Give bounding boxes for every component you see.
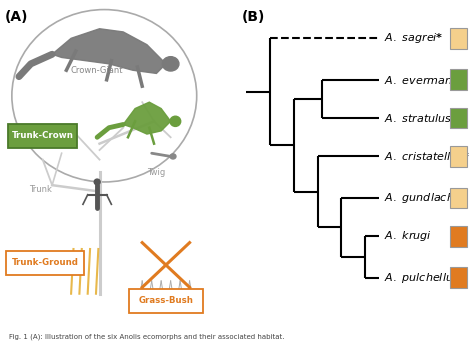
Text: (B): (B) <box>242 10 265 24</box>
Text: (A): (A) <box>5 10 28 24</box>
Polygon shape <box>123 102 171 134</box>
Text: $\it{A.}$ $\it{evermani}$: $\it{A.}$ $\it{evermani}$ <box>384 74 456 86</box>
FancyBboxPatch shape <box>6 251 84 274</box>
Text: Twig: Twig <box>147 168 165 177</box>
Ellipse shape <box>170 154 176 159</box>
Text: Trunk-Ground: Trunk-Ground <box>11 258 79 267</box>
Text: Grass-Bush: Grass-Bush <box>138 296 193 305</box>
Ellipse shape <box>162 57 179 71</box>
FancyBboxPatch shape <box>450 69 467 90</box>
Text: $\it{A.}$ $\it{sagrei}$*: $\it{A.}$ $\it{sagrei}$* <box>384 31 444 45</box>
Text: Crown-Giant: Crown-Giant <box>71 66 123 75</box>
Ellipse shape <box>12 10 197 182</box>
Text: $\it{A.}$ $\it{pulchellus}$: $\it{A.}$ $\it{pulchellus}$ <box>384 271 460 285</box>
FancyBboxPatch shape <box>450 28 467 49</box>
Ellipse shape <box>170 116 181 126</box>
FancyBboxPatch shape <box>450 187 467 208</box>
Ellipse shape <box>94 179 100 185</box>
FancyBboxPatch shape <box>450 267 467 288</box>
Text: Fig. 1 (A): Illustration of the six Anolis ecomorphs and their associated habita: Fig. 1 (A): Illustration of the six Anol… <box>9 333 285 340</box>
FancyBboxPatch shape <box>129 289 202 313</box>
Text: $\it{A.}$ $\it{gundlachi}$: $\it{A.}$ $\it{gundlachi}$ <box>384 191 458 205</box>
FancyBboxPatch shape <box>450 146 467 167</box>
Text: $\it{A.}$ $\it{krugi}$: $\it{A.}$ $\it{krugi}$ <box>384 229 432 243</box>
Text: Trunk: Trunk <box>29 185 52 194</box>
Text: Trunk-Crown: Trunk-Crown <box>12 132 73 141</box>
Text: $\it{A.}$ $\it{stratulus}$: $\it{A.}$ $\it{stratulus}$ <box>384 112 452 124</box>
FancyBboxPatch shape <box>450 108 467 128</box>
Polygon shape <box>52 29 166 74</box>
FancyBboxPatch shape <box>8 124 77 149</box>
Text: $\it{A.}$ $\it{cristatellus}$*: $\it{A.}$ $\it{cristatellus}$* <box>384 151 470 162</box>
FancyBboxPatch shape <box>450 226 467 247</box>
